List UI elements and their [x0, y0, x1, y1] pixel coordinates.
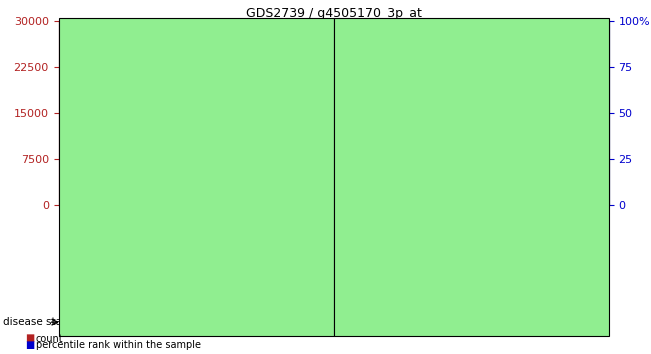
- Bar: [236, 204, 260, 205]
- Text: GSM177450: GSM177450: [484, 210, 493, 260]
- Point: [449, 129, 459, 135]
- Point: [208, 42, 219, 48]
- Bar: [373, 197, 397, 205]
- Bar: [545, 147, 569, 205]
- Point: [552, 20, 562, 26]
- FancyBboxPatch shape: [196, 205, 230, 290]
- FancyBboxPatch shape: [161, 205, 196, 290]
- Text: GSM177458: GSM177458: [209, 210, 218, 261]
- FancyBboxPatch shape: [299, 205, 334, 290]
- FancyBboxPatch shape: [506, 205, 540, 290]
- Text: GSM177452: GSM177452: [553, 210, 562, 260]
- FancyBboxPatch shape: [230, 205, 265, 290]
- Point: [587, 107, 597, 113]
- Point: [415, 35, 425, 41]
- Bar: [64, 112, 88, 205]
- Point: [139, 20, 150, 26]
- Text: GSM177451: GSM177451: [518, 210, 527, 260]
- Point: [380, 40, 391, 46]
- Point: [518, 40, 528, 46]
- Text: GSM177456: GSM177456: [140, 210, 149, 261]
- Point: [346, 40, 356, 46]
- Point: [70, 20, 81, 26]
- Text: GSM177454: GSM177454: [71, 210, 80, 260]
- FancyBboxPatch shape: [402, 205, 437, 290]
- Text: GSM177459: GSM177459: [243, 210, 252, 260]
- Point: [242, 20, 253, 26]
- Bar: [305, 160, 329, 205]
- Bar: [98, 156, 122, 205]
- Text: disease state: disease state: [3, 317, 73, 327]
- Bar: [270, 82, 294, 205]
- Point: [483, 35, 493, 41]
- Bar: [201, 188, 225, 205]
- Bar: [167, 204, 191, 205]
- Text: count: count: [36, 334, 63, 344]
- Point: [277, 22, 287, 28]
- FancyBboxPatch shape: [334, 205, 368, 290]
- Text: GSM177460: GSM177460: [277, 210, 286, 261]
- Point: [174, 40, 184, 46]
- Text: normal terminal duct lobular unit: normal terminal duct lobular unit: [109, 172, 283, 182]
- FancyBboxPatch shape: [265, 205, 299, 290]
- Text: GSM177457: GSM177457: [174, 210, 184, 261]
- Text: GSM177455: GSM177455: [105, 210, 115, 260]
- Text: GSM177453: GSM177453: [587, 210, 596, 261]
- Text: ■: ■: [25, 333, 34, 343]
- Bar: [408, 193, 432, 205]
- Bar: [442, 170, 466, 205]
- Bar: [133, 121, 157, 205]
- FancyBboxPatch shape: [437, 205, 471, 290]
- Bar: [339, 122, 363, 205]
- Text: GSM177449: GSM177449: [449, 210, 458, 260]
- Text: percentile rank within the sample: percentile rank within the sample: [36, 341, 201, 350]
- Text: ■: ■: [25, 340, 34, 350]
- Text: GSM177447: GSM177447: [381, 210, 390, 261]
- FancyBboxPatch shape: [540, 205, 574, 290]
- FancyBboxPatch shape: [471, 205, 506, 290]
- Bar: [477, 203, 501, 205]
- FancyBboxPatch shape: [59, 205, 93, 290]
- Bar: [510, 197, 534, 205]
- FancyBboxPatch shape: [368, 205, 402, 290]
- Title: GDS2739 / g4505170_3p_at: GDS2739 / g4505170_3p_at: [245, 7, 422, 20]
- FancyBboxPatch shape: [93, 205, 128, 290]
- Point: [311, 20, 322, 26]
- FancyBboxPatch shape: [574, 205, 609, 290]
- Text: GSM177448: GSM177448: [415, 210, 424, 261]
- Text: GSM177461: GSM177461: [312, 210, 321, 261]
- Text: hyperplastic enlarged lobular unit: hyperplastic enlarged lobular unit: [383, 172, 560, 182]
- Bar: [579, 202, 603, 205]
- Point: [105, 22, 115, 28]
- Text: GSM177446: GSM177446: [346, 210, 355, 261]
- FancyBboxPatch shape: [128, 205, 161, 290]
